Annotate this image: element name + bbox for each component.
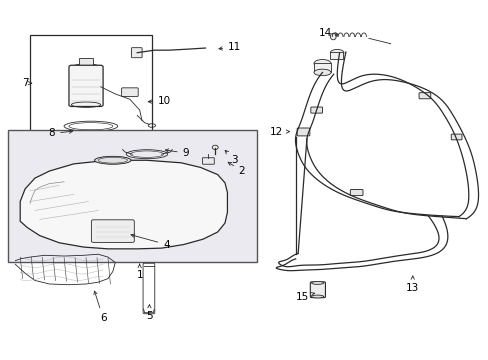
Text: 1: 1 [136, 264, 142, 280]
Text: 14: 14 [318, 28, 338, 38]
Ellipse shape [313, 69, 330, 76]
FancyBboxPatch shape [310, 282, 325, 298]
Text: 3: 3 [224, 150, 238, 165]
FancyBboxPatch shape [122, 88, 138, 96]
FancyBboxPatch shape [91, 220, 134, 242]
Ellipse shape [311, 282, 323, 284]
Ellipse shape [94, 156, 131, 164]
Text: 6: 6 [94, 291, 106, 323]
FancyBboxPatch shape [131, 48, 142, 58]
Text: 7: 7 [22, 78, 32, 88]
Text: 11: 11 [219, 42, 241, 52]
Text: 9: 9 [165, 148, 189, 158]
Ellipse shape [313, 59, 330, 67]
FancyBboxPatch shape [69, 65, 103, 107]
Text: 13: 13 [405, 276, 419, 293]
Text: 8: 8 [48, 129, 72, 138]
Text: 15: 15 [295, 292, 314, 302]
FancyBboxPatch shape [329, 52, 343, 59]
Text: 10: 10 [148, 96, 170, 106]
Bar [8, 130, 256, 262]
Text: 12: 12 [269, 127, 289, 136]
Ellipse shape [311, 295, 323, 298]
FancyBboxPatch shape [202, 158, 214, 164]
Bar [30, 35, 152, 139]
Ellipse shape [131, 48, 140, 57]
FancyBboxPatch shape [310, 107, 322, 113]
Polygon shape [20, 160, 227, 249]
FancyBboxPatch shape [418, 93, 430, 99]
Ellipse shape [330, 49, 343, 56]
Ellipse shape [73, 64, 99, 70]
FancyBboxPatch shape [297, 128, 309, 136]
Text: 4: 4 [131, 234, 169, 249]
FancyBboxPatch shape [450, 134, 461, 140]
FancyBboxPatch shape [349, 189, 362, 195]
FancyBboxPatch shape [79, 58, 93, 66]
FancyBboxPatch shape [313, 63, 330, 72]
Circle shape [212, 145, 218, 149]
Ellipse shape [330, 33, 335, 40]
Text: 5: 5 [146, 305, 152, 321]
Text: 2: 2 [228, 162, 245, 176]
